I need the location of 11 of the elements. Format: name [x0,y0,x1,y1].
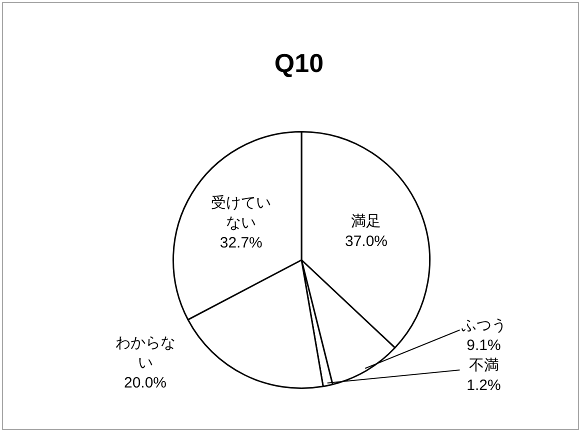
slice-label: わからない [115,334,176,372]
slice-label: 満足 [351,213,382,230]
data-label: 37.0% [344,233,388,250]
chart-title: Q10 [274,48,324,78]
data-label: 9.1% [466,337,501,354]
slice-label: 不満 [468,357,499,374]
data-label: 20.0% [124,374,167,392]
data-label: 1.2% [466,377,501,394]
slice-label: 受けていない [211,194,272,232]
data-label: 32.7% [220,234,262,252]
slice-label: ふつう [460,317,506,334]
